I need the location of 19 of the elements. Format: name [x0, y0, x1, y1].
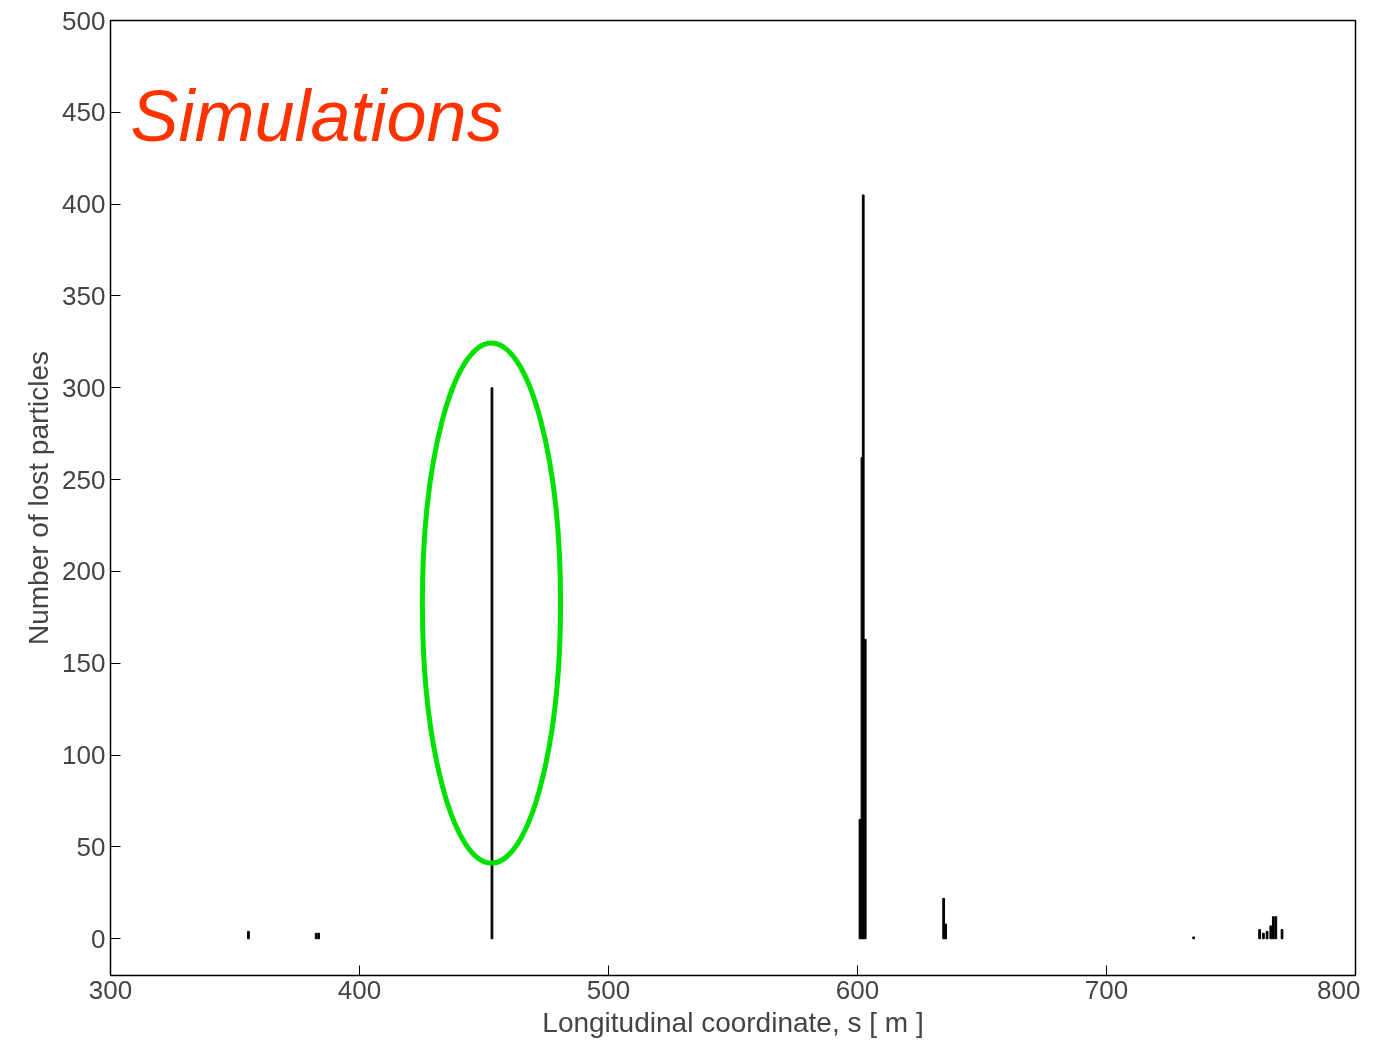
y-tick-label: 400 [62, 189, 106, 220]
y-tick-label: 50 [76, 831, 106, 862]
y-tick-label: 200 [62, 556, 106, 587]
y-tick-label: 300 [62, 372, 106, 403]
y-tick-label: 350 [62, 280, 106, 311]
y-tick-label: 500 [62, 5, 106, 36]
y-tick-label: 250 [62, 464, 106, 495]
x-tick-label: 600 [835, 974, 880, 1005]
x-tick-label: 700 [1084, 974, 1129, 1005]
x-tick-label: 500 [586, 974, 631, 1005]
y-tick-label: 100 [62, 740, 106, 771]
y-tick-label: 450 [62, 97, 106, 128]
y-tick-label: 150 [62, 648, 106, 679]
y-axis-title: Number of lost particles [23, 350, 55, 646]
x-tick-label: 400 [337, 974, 382, 1005]
y-tick-label: 0 [91, 923, 106, 954]
x-tick-label: 800 [1317, 974, 1361, 1005]
x-axis-title: Longitudinal coordinate, s [ m ] [542, 1006, 924, 1038]
annotation: Simulations [130, 75, 503, 156]
